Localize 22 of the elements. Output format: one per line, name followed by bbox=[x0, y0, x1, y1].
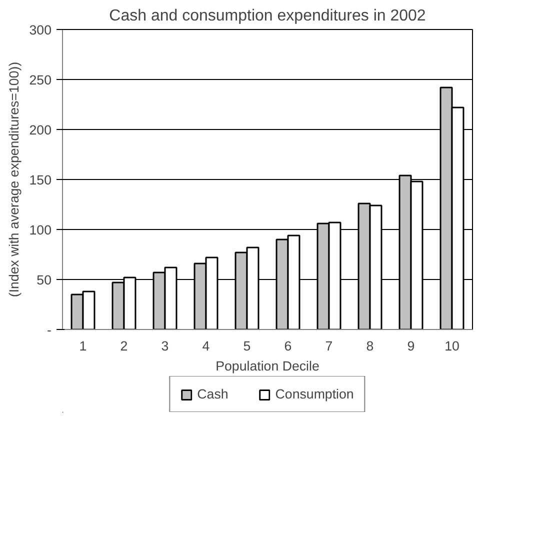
x-tick-label: 1 bbox=[79, 338, 87, 354]
x-tick-label: 9 bbox=[407, 338, 415, 354]
y-tick-label: 300 bbox=[29, 22, 52, 38]
x-tick-label: 5 bbox=[243, 338, 251, 354]
y-tick-label: 200 bbox=[29, 122, 52, 138]
y-tick-label: 250 bbox=[29, 72, 52, 88]
x-tick-label: 3 bbox=[161, 338, 169, 354]
chart-title: Cash and consumption expenditures in 2002 bbox=[109, 8, 426, 24]
x-tick-label: 8 bbox=[366, 338, 374, 354]
x-tick-label: 4 bbox=[202, 338, 210, 354]
x-tick-label: 7 bbox=[325, 338, 333, 354]
x-tick-label: 6 bbox=[284, 338, 292, 354]
y-tick-label: 150 bbox=[29, 172, 52, 188]
legend-label: Consumption bbox=[275, 386, 354, 402]
y-tick-label: 50 bbox=[36, 272, 52, 288]
y-tick-label: 100 bbox=[29, 222, 52, 238]
x-tick-label: 2 bbox=[120, 338, 128, 354]
x-tick-label: 10 bbox=[444, 338, 460, 354]
x-axis-title: Population Decile bbox=[216, 358, 320, 374]
legend-label: Cash bbox=[197, 386, 228, 402]
y-tick-label: - bbox=[47, 322, 52, 338]
y-axis-title: (Index with average expenditures=100)) bbox=[6, 62, 22, 298]
